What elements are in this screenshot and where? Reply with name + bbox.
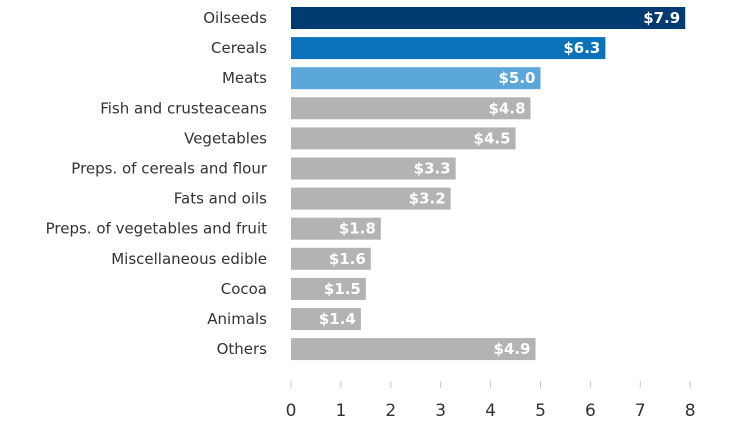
x-tick-label: 8 xyxy=(685,401,696,421)
category-label: Animals xyxy=(207,310,267,328)
bar-miscellaneous-edible xyxy=(291,247,371,270)
bar-preps-of-vegetables-and-fruit xyxy=(291,217,381,240)
category-labels: Oilseeds Cereals Meats Fish and crusteacean… xyxy=(46,9,268,358)
category-label: Vegetables xyxy=(184,129,267,147)
value-label: $3.2 xyxy=(409,190,446,208)
bar-fats-and-oils xyxy=(291,187,451,210)
value-label: $1.4 xyxy=(319,310,356,328)
x-tick-label: 7 xyxy=(635,401,646,421)
x-tick-label: 4 xyxy=(485,401,496,421)
value-label: $3.3 xyxy=(414,160,451,178)
category-label: Others xyxy=(217,340,268,358)
category-label: Fats and oils xyxy=(174,190,267,208)
bar-cocoa xyxy=(291,277,366,300)
value-label: $4.8 xyxy=(489,99,526,117)
value-label: $7.9 xyxy=(643,9,680,27)
value-label: $4.9 xyxy=(493,340,530,358)
value-label: $1.5 xyxy=(324,280,361,298)
value-labels: $7.9 $6.3 $5.0 $4.8 $4.5 $3.3 $3.2 $1.8 $1.6 $1.5… xyxy=(319,9,680,358)
category-label: Cocoa xyxy=(221,280,267,298)
category-label: Preps. of cereals and flour xyxy=(71,160,268,178)
bar-oilseeds xyxy=(291,7,686,29)
x-tick-label: 1 xyxy=(335,401,346,421)
x-tick-label: 5 xyxy=(535,401,546,421)
x-tick-label: 0 xyxy=(286,401,297,421)
x-axis: 0 1 2 3 4 5 6 7 8 xyxy=(286,381,696,421)
value-label: $6.3 xyxy=(563,39,600,57)
x-tick-label: 6 xyxy=(585,401,596,421)
category-label: Preps. of vegetables and fruit xyxy=(46,220,267,238)
bar-preps-of-cereals-and-flour xyxy=(291,157,456,180)
value-label: $4.5 xyxy=(474,129,511,147)
category-label: Cereals xyxy=(211,39,267,57)
bars-group xyxy=(291,7,686,361)
bar-others xyxy=(291,338,536,361)
value-label: $1.8 xyxy=(339,220,376,238)
value-label: $5.0 xyxy=(498,69,535,87)
category-label: Oilseeds xyxy=(203,9,267,27)
x-tick-label: 2 xyxy=(385,401,396,421)
bar-cereals xyxy=(291,37,606,60)
value-label: $1.6 xyxy=(329,250,366,268)
category-label: Miscellaneous edible xyxy=(111,250,267,268)
bar-animals xyxy=(291,308,361,330)
bar-meats xyxy=(291,67,541,90)
category-label: Fish and crusteaceans xyxy=(100,99,267,117)
x-tick-label: 3 xyxy=(435,401,446,421)
bar-vegetables xyxy=(291,127,516,150)
bar-fish-and-crusteaceans xyxy=(291,97,531,120)
category-label: Meats xyxy=(222,69,267,87)
